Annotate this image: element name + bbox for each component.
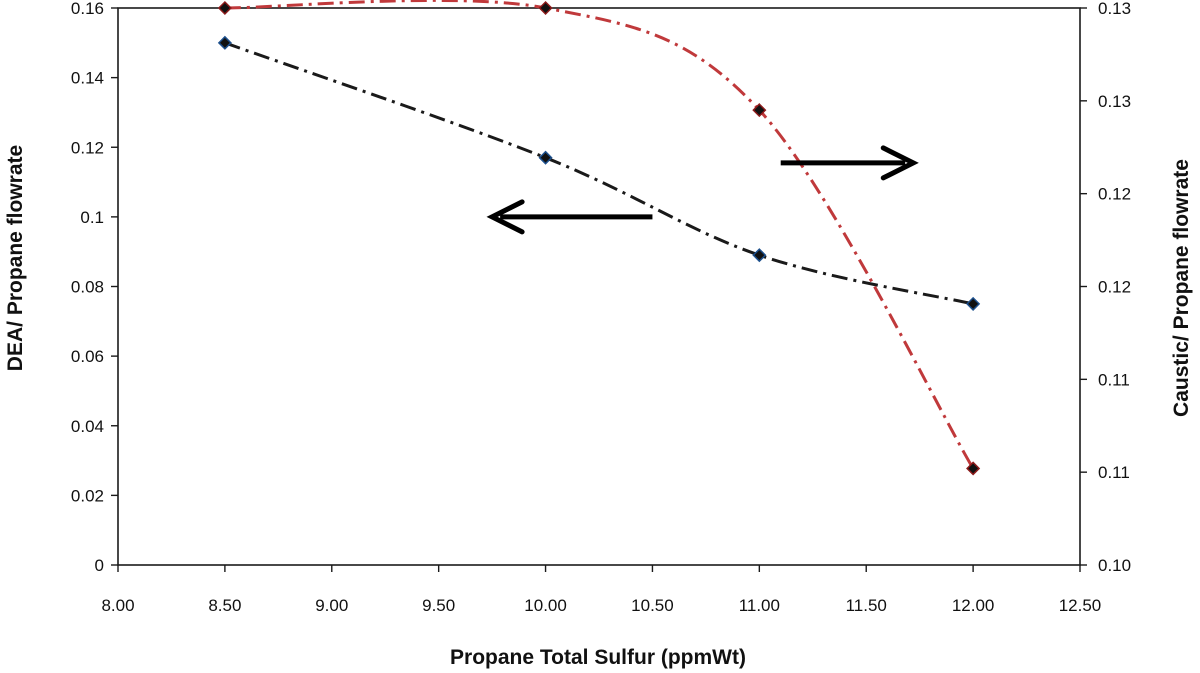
series-1-point <box>538 150 553 165</box>
y-left-tick-label: 0.16 <box>71 0 104 18</box>
series-2-point <box>538 0 553 16</box>
series-1-point <box>217 35 232 50</box>
series-2-point <box>752 103 767 118</box>
series-1-point <box>752 248 767 263</box>
y-left-tick-label: 0.08 <box>71 278 104 297</box>
y-right-tick-label: 0.13 <box>1098 0 1131 18</box>
y-right-tick-label: 0.13 <box>1098 92 1131 111</box>
y-left-tick-label: 0.04 <box>71 417 104 436</box>
arrow-left-head <box>486 199 525 235</box>
y-left-tick-label: 0.14 <box>71 69 104 88</box>
x-tick-label: 12.00 <box>952 596 995 615</box>
arrow-right-head <box>880 145 919 181</box>
y-left-tick-label: 0 <box>95 556 104 575</box>
y-right-tick-label: 0.11 <box>1098 370 1130 389</box>
x-tick-label: 8.50 <box>208 596 241 615</box>
y-right-tick-label: 0.12 <box>1098 278 1131 297</box>
y-left-tick-label: 0.02 <box>71 486 104 505</box>
x-tick-label: 11.00 <box>739 596 780 615</box>
y-right-tick-label: 0.10 <box>1098 556 1131 575</box>
y-right-tick-label: 0.11 <box>1098 463 1130 482</box>
x-axis-title: Propane Total Sulfur (ppmWt) <box>450 646 746 669</box>
plot-area-frame <box>117 7 1081 566</box>
x-tick-label: 8.00 <box>101 596 134 615</box>
y-left-tick-label: 0.06 <box>71 347 104 366</box>
series-2-point <box>966 461 981 476</box>
y-left-axis-title: DEA/ Propane flowrate <box>4 145 27 371</box>
x-tick-label: 10.50 <box>631 596 674 615</box>
x-tick-label: 10.00 <box>524 596 567 615</box>
y-right-tick-label: 0.12 <box>1098 185 1131 204</box>
y-left-tick-label: 0.12 <box>71 138 104 157</box>
series-line-2 <box>224 0 975 470</box>
y-left-tick-label: 0.1 <box>80 208 104 227</box>
x-tick-label: 9.50 <box>422 596 455 615</box>
y-right-axis-title: Caustic/ Propane flowrate <box>1170 159 1193 417</box>
x-tick-label: 11.50 <box>846 596 887 615</box>
series-line-1 <box>224 41 974 306</box>
series-2-point <box>217 0 232 16</box>
series-1-point <box>966 296 981 311</box>
x-tick-label: 12.50 <box>1059 596 1102 615</box>
x-tick-label: 9.00 <box>315 596 348 615</box>
